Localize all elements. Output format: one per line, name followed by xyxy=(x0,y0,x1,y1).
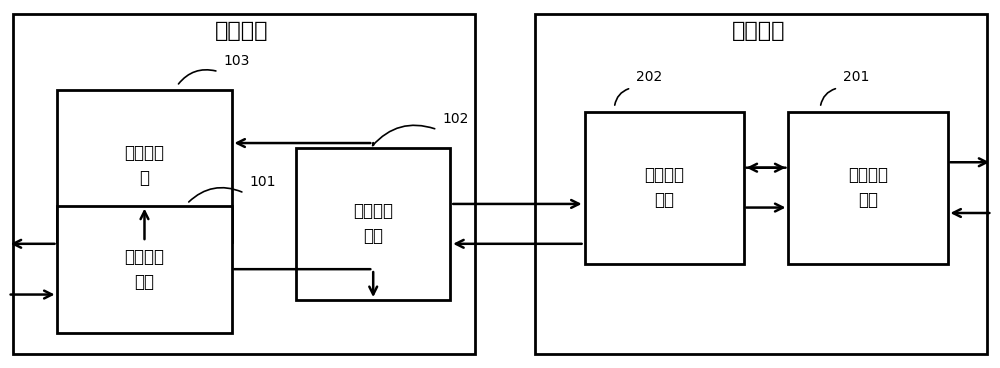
Bar xyxy=(585,112,744,264)
Text: 第一光纤
模块: 第一光纤 模块 xyxy=(353,202,393,245)
Text: 第一主体: 第一主体 xyxy=(215,21,268,41)
Text: 202: 202 xyxy=(636,70,662,84)
Text: 101: 101 xyxy=(249,176,276,190)
Text: 201: 201 xyxy=(843,70,869,84)
Bar xyxy=(788,112,948,264)
Text: 第二主体: 第二主体 xyxy=(732,21,785,41)
Text: 103: 103 xyxy=(224,54,250,68)
Text: 缓冲器模
块: 缓冲器模 块 xyxy=(124,144,164,187)
Text: 第二光纤
模块: 第二光纤 模块 xyxy=(644,166,684,209)
Bar xyxy=(57,206,232,333)
Text: 第二收发
模块: 第二收发 模块 xyxy=(848,166,888,209)
Text: 102: 102 xyxy=(442,112,469,126)
Bar xyxy=(13,14,475,354)
Bar xyxy=(296,148,450,300)
Bar xyxy=(57,90,232,242)
Text: 第一收发
模块: 第一收发 模块 xyxy=(124,248,164,291)
Bar xyxy=(535,14,987,354)
